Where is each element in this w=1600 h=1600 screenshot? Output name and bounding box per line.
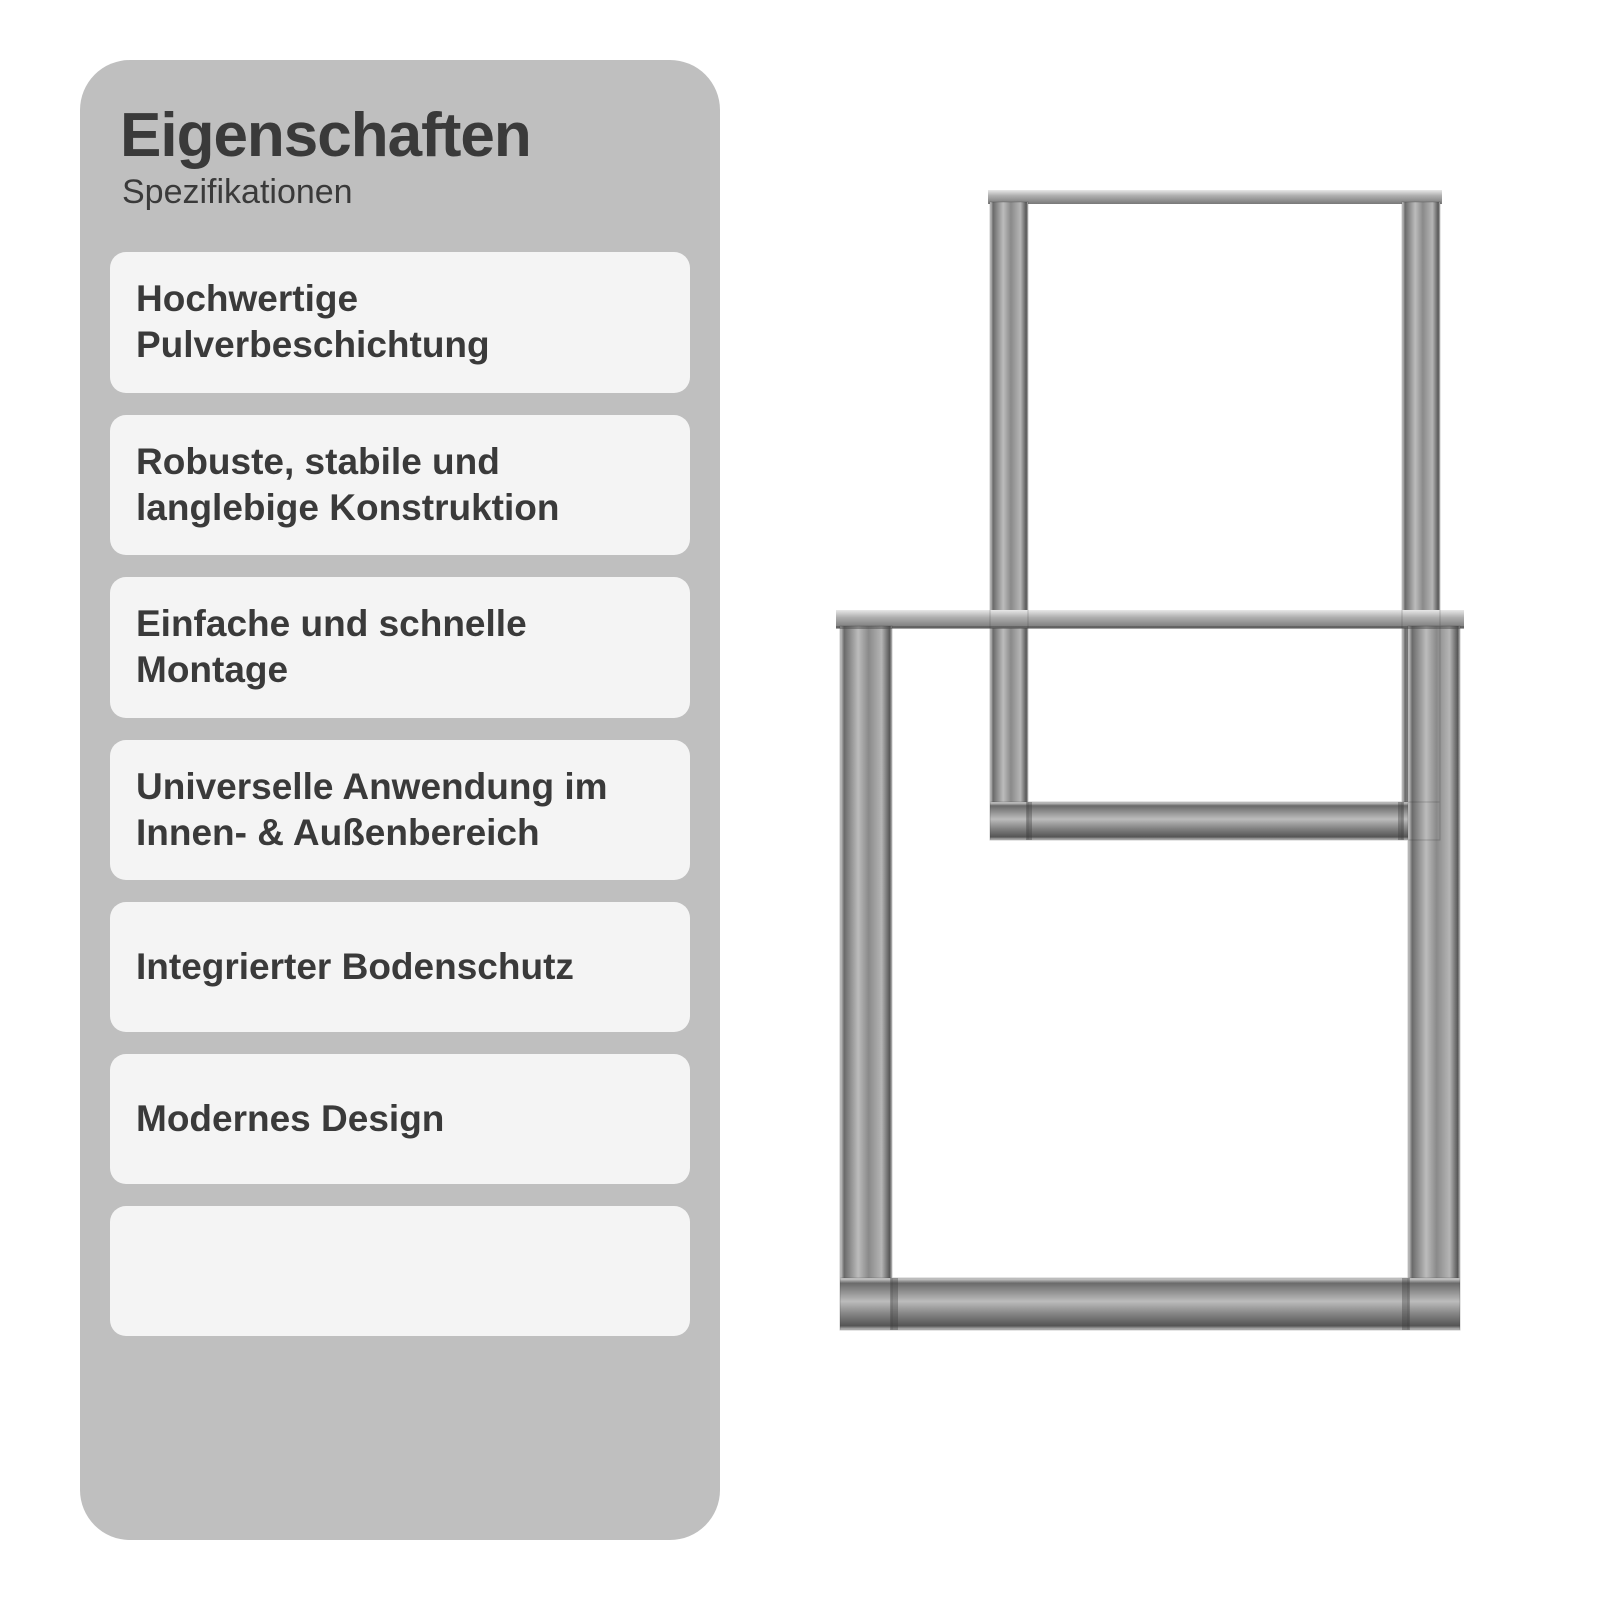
feature-text: Robuste, stabile und langlebige Konstruk…	[136, 439, 664, 532]
feature-text: Integrierter Bodenschutz	[136, 944, 574, 990]
feature-card: Modernes Design	[110, 1054, 690, 1184]
feature-text: Hochwertige Pulverbeschichtung	[136, 276, 664, 369]
feature-text: Modernes Design	[136, 1096, 444, 1142]
front-frame	[836, 610, 1464, 1330]
feature-text: Universelle Anwendung im Innen- & Außenb…	[136, 764, 664, 857]
table-legs-icon	[800, 190, 1500, 1390]
spec-panel: Eigenschaften Spezifikationen Hochwertig…	[80, 60, 720, 1540]
panel-title: Eigenschaften	[120, 100, 690, 171]
feature-text: Einfache und schnelle Montage	[136, 601, 664, 694]
product-illustration	[800, 190, 1500, 1390]
feature-card: Integrierter Bodenschutz	[110, 902, 690, 1032]
feature-card: Hochwertige Pulverbeschichtung	[110, 252, 690, 393]
feature-card: Universelle Anwendung im Innen- & Außenb…	[110, 740, 690, 881]
back-frame	[988, 190, 1442, 840]
panel-subtitle: Spezifikationen	[122, 173, 690, 212]
feature-card	[110, 1206, 690, 1336]
feature-card: Robuste, stabile und langlebige Konstruk…	[110, 415, 690, 556]
feature-card: Einfache und schnelle Montage	[110, 577, 690, 718]
